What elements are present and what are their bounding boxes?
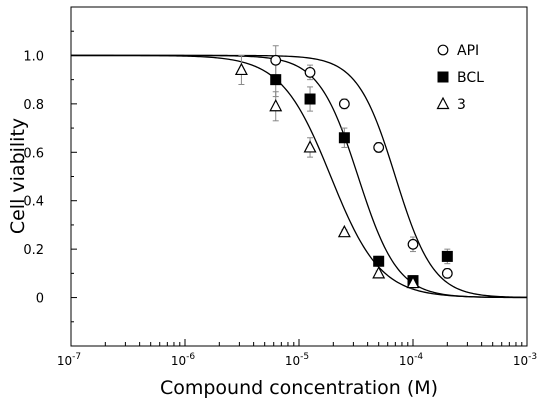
x-tick-label: 10-4 [399, 352, 424, 368]
y-tick-label: 0.8 [23, 98, 44, 113]
y-tick-label: 0.6 [23, 146, 44, 161]
data-point-BCL [338, 132, 350, 144]
x-tick-label: 10-7 [57, 352, 81, 368]
error-bars [238, 45, 451, 289]
fit-curves [71, 54, 528, 299]
data-point-API [304, 66, 316, 78]
fit-curve-3 [71, 54, 527, 299]
y-tick-label: 0.2 [23, 243, 44, 258]
legend-marker-API [437, 44, 449, 56]
data-point-3 [269, 98, 283, 112]
x-axis-title: Compound concentration (M) [160, 377, 438, 399]
data-point-BCL [441, 250, 453, 262]
legend-label-3: 3 [457, 97, 466, 113]
data-point-3 [337, 224, 351, 238]
data-point-API [338, 98, 350, 110]
data-point-3 [234, 62, 248, 76]
y-tick-label: 0 [36, 292, 44, 307]
data-point-3 [406, 275, 420, 289]
y-axis-title: Cell viability [7, 118, 29, 234]
data-point-API [441, 267, 453, 279]
data-point-3 [372, 266, 386, 279]
data-point-BCL [270, 74, 282, 86]
legend-label-API: API [457, 43, 479, 59]
data-point-API [270, 54, 282, 66]
data-point-3 [303, 140, 317, 153]
legend-label-BCL: BCL [457, 70, 484, 86]
fit-curve-API [71, 54, 528, 298]
fit-curve-BCL [71, 54, 527, 299]
legend: API BCL 3 [436, 43, 484, 113]
data-point-API [373, 142, 385, 153]
legend-marker-3 [436, 96, 450, 110]
y-tick-label: 1.0 [23, 49, 44, 64]
y-axis: 0 0.2 0.4 0.6 0.8 1.0 [23, 30, 77, 323]
data-markers [234, 54, 453, 289]
x-tick-label: 10-5 [285, 352, 309, 368]
x-tick-label: 10-6 [171, 352, 196, 368]
x-axis: 10-7 10-6 10-5 10-4 10-3 [57, 339, 537, 368]
y-tick-label: 0.4 [23, 195, 44, 210]
data-point-BCL [304, 93, 316, 105]
data-point-API [407, 238, 419, 250]
legend-marker-BCL [437, 71, 449, 83]
x-tick-label: 10-3 [513, 352, 537, 368]
data-point-BCL [373, 255, 385, 267]
